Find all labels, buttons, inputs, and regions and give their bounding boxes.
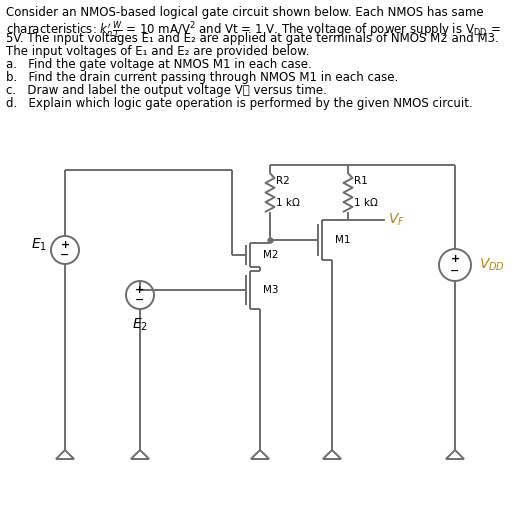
Text: The input voltages of E₁ and E₂ are provided below.: The input voltages of E₁ and E₂ are prov… [6,45,309,58]
Text: R2: R2 [276,177,290,186]
Text: −: − [60,250,70,260]
Text: M3: M3 [263,285,278,295]
Text: −: − [450,266,460,276]
Text: M1: M1 [335,235,351,245]
Text: +: + [450,254,460,264]
Text: a.   Find the gate voltage at NMOS M1 in each case.: a. Find the gate voltage at NMOS M1 in e… [6,58,312,71]
Text: 1 kΩ: 1 kΩ [354,198,378,209]
Text: −: − [135,295,145,306]
Text: 5V. The input voltages E₁ and E₂ are applied at gate terminals of NMOS M2 and M3: 5V. The input voltages E₁ and E₂ are app… [6,32,499,45]
Text: +: + [60,240,70,249]
Text: 1 kΩ: 1 kΩ [276,198,300,209]
Text: M2: M2 [263,250,278,260]
Text: $E_1$: $E_1$ [31,237,47,253]
Text: b.   Find the drain current passing through NMOS M1 in each case.: b. Find the drain current passing throug… [6,71,398,84]
Text: $E_2$: $E_2$ [132,317,148,333]
Text: Consider an NMOS-based logical gate circuit shown below. Each NMOS has same: Consider an NMOS-based logical gate circ… [6,6,484,19]
Text: +: + [135,285,145,295]
Text: characteristics: $k_n'\frac{W}{L}$ = 10 mA/V$^2$ and Vt = 1 V. The voltage of po: characteristics: $k_n'\frac{W}{L}$ = 10 … [6,19,500,41]
Text: $V_F$: $V_F$ [388,212,405,228]
Text: R1: R1 [354,177,368,186]
Text: d.   Explain which logic gate operation is performed by the given NMOS circuit.: d. Explain which logic gate operation is… [6,97,473,110]
Text: $V_{DD}$: $V_{DD}$ [479,257,505,273]
Text: c.   Draw and label the output voltage V₟ versus time.: c. Draw and label the output voltage V₟ … [6,84,327,97]
